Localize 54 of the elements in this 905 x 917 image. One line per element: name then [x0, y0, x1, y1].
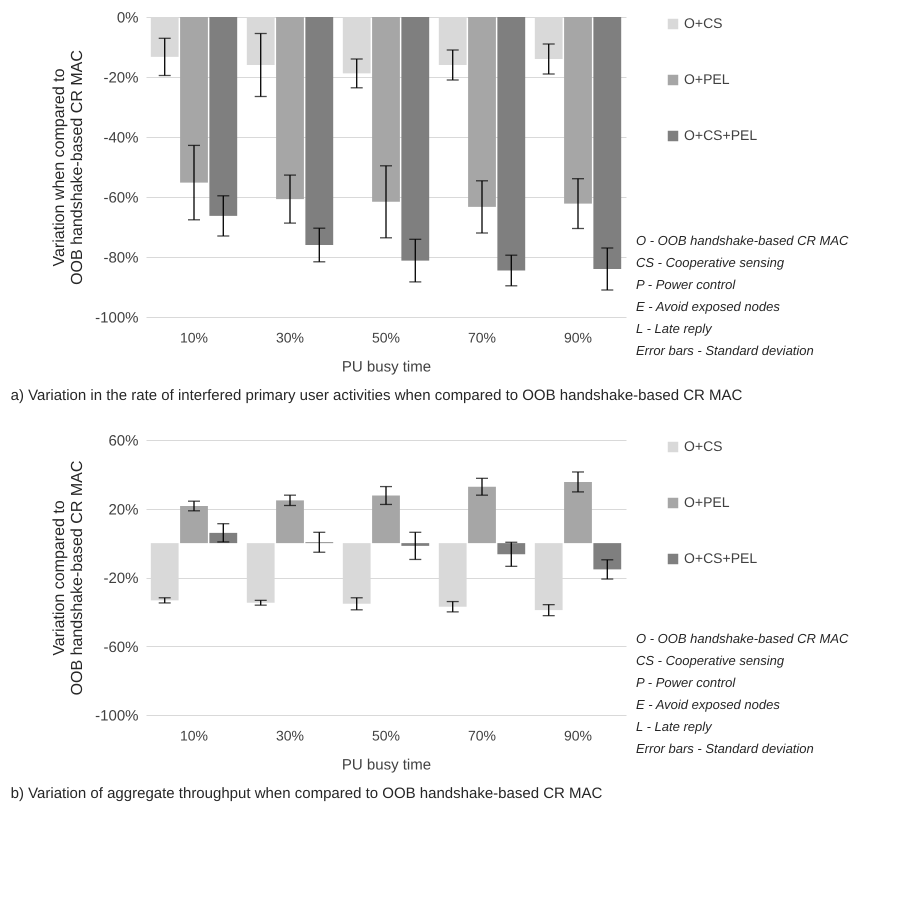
- bar: [180, 506, 208, 544]
- legend-label: O+CS+PEL: [684, 550, 758, 566]
- bar: [209, 532, 238, 544]
- y-axis-title: Variation when compared to OOB handshake-based CR MAC: [51, 50, 86, 285]
- x-tick-label: 90%: [564, 728, 592, 744]
- y-tick-label: -60%: [103, 638, 138, 656]
- x-axis-title: PU busy time: [342, 756, 432, 774]
- y-tick-label: -20%: [103, 70, 138, 86]
- text: CS - Cooperative sensing: [636, 653, 785, 668]
- x-tick-label: 50%: [372, 330, 400, 346]
- y-tick-label: -80%: [103, 250, 138, 266]
- bar: [468, 486, 496, 544]
- x-tick-label: 10%: [180, 330, 208, 346]
- text: O - OOB handshake-based CR MAC: [636, 233, 850, 248]
- text: L - Late reply: [636, 719, 714, 734]
- x-tick-label: 70%: [468, 330, 496, 346]
- bar: [497, 543, 526, 554]
- y-tick-label: -100%: [95, 708, 138, 724]
- x-tick-label: 10%: [180, 728, 208, 744]
- text: CS - Cooperative sensing: [636, 255, 785, 270]
- text: Error bars - Standard deviation: [636, 741, 814, 756]
- y-tick-label: -20%: [103, 570, 138, 587]
- x-tick-label: 90%: [564, 330, 592, 346]
- bar: [372, 496, 400, 544]
- text: a) Variation in the rate of interfered primary user activities when compared to OOB handshake-based CR MAC: [10, 387, 743, 404]
- text: b) Variation of aggregate throughput when compared to OOB handshake-based CR MAC: [10, 785, 603, 802]
- y-tick-label: 60%: [108, 432, 138, 450]
- legend-label: O+CS: [684, 15, 723, 31]
- legend-label: O+CS: [684, 438, 723, 454]
- bar: [593, 543, 622, 570]
- x-tick-label: 50%: [372, 728, 400, 744]
- x-tick-label: 70%: [468, 728, 496, 744]
- text: O - OOB handshake-based CR MAC: [636, 631, 850, 646]
- bar: [401, 543, 430, 546]
- x-axis-title: PU busy time: [342, 358, 432, 376]
- x-tick-label: 30%: [276, 728, 304, 744]
- y-tick-label: 20%: [108, 501, 138, 518]
- y-tick-label: -40%: [103, 130, 138, 146]
- text: Error bars - Standard deviation: [636, 343, 814, 358]
- legend-label: O+CS+PEL: [684, 127, 758, 143]
- x-tick-label: 30%: [276, 330, 304, 346]
- legend-label: O+PEL: [684, 494, 730, 510]
- text: P - Power control: [636, 675, 736, 690]
- text: L - Late reply: [636, 321, 714, 336]
- text: E - Avoid exposed nodes: [636, 299, 780, 314]
- bar: [564, 482, 592, 544]
- text: P - Power control: [636, 277, 736, 292]
- bar: [276, 500, 304, 544]
- y-axis-title: Variation compared to OOB handshake-based CR MAC: [51, 460, 86, 696]
- y-tick-label: -60%: [103, 190, 138, 206]
- text: E - Avoid exposed nodes: [636, 697, 780, 712]
- y-tick-label: 0%: [116, 10, 138, 26]
- legend-label: O+PEL: [684, 71, 730, 87]
- y-tick-label: -100%: [95, 310, 138, 326]
